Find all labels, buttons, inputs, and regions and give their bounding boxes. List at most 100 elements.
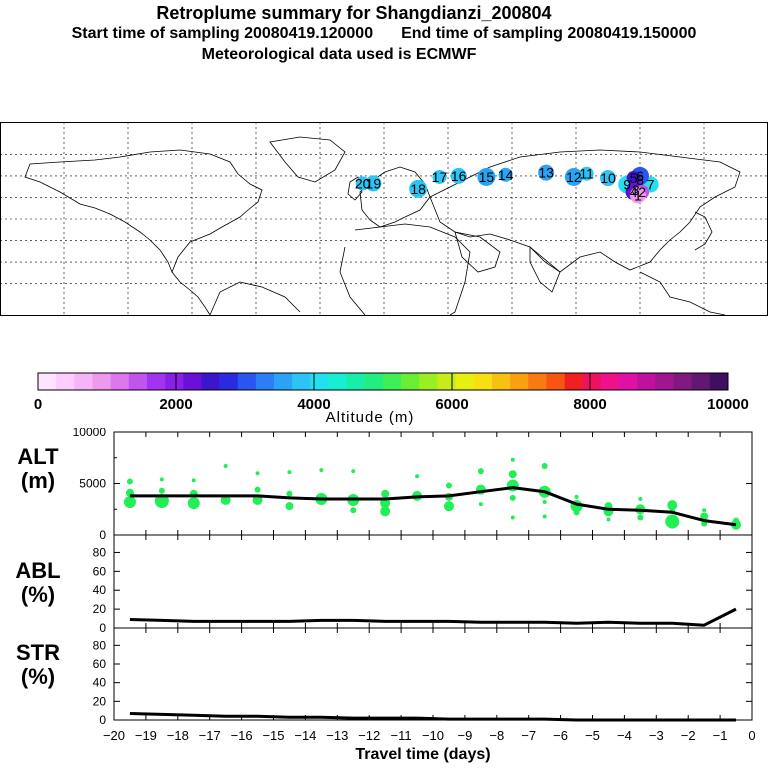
scatter-point [606, 517, 611, 522]
plume-circle-day-19 [365, 175, 382, 192]
scatter-point [254, 486, 261, 493]
plume-label-day-8: 8 [636, 172, 644, 188]
colorbar-cells [38, 373, 729, 390]
colorbar-cell [709, 373, 729, 390]
x-tick-label: −6 [553, 728, 568, 743]
colorbar-cell [292, 373, 311, 390]
scatter-point [573, 509, 580, 516]
y-tick-label: 5000 [79, 477, 106, 491]
x-tick-label: −5 [585, 728, 600, 743]
scatter-point [665, 514, 680, 529]
colorbar-cell [673, 373, 692, 390]
series-line-str [129, 712, 736, 722]
plume-label-day-1: 1 [634, 187, 642, 203]
scatter-point [158, 487, 165, 494]
coastlines [24, 136, 741, 316]
scatter-point [159, 477, 164, 482]
panel-ylabel-units: (m) [21, 468, 55, 493]
panel-ylabel-alt: ALT [17, 444, 59, 469]
x-tick-label: −14 [294, 728, 316, 743]
colorbar-cell [491, 373, 511, 390]
scatter-point [478, 502, 483, 507]
y-tick-label: 40 [93, 676, 107, 690]
coast-europe [359, 166, 431, 228]
scatter-point [350, 507, 357, 514]
plume-label-day-19: 19 [366, 175, 382, 191]
colorbar-cell [383, 373, 402, 390]
scatter-point [255, 471, 260, 476]
panel-frame [113, 534, 753, 629]
colorbar-cell [582, 373, 602, 390]
scatter-point [319, 468, 324, 473]
colorbar-frame [37, 372, 729, 391]
plume-circle-day-13 [538, 164, 555, 181]
colorbar-cell [110, 373, 130, 390]
scatter-point [700, 512, 709, 521]
coast-uk [347, 176, 363, 201]
x-tick-label: −10 [422, 728, 444, 743]
colorbar-cell [546, 373, 565, 390]
panel-ylabel-abl: ABL [15, 558, 60, 583]
altitude-colorbar: 0 2000 4000 6000 8000 10000 Altitude (m) [34, 372, 749, 426]
colorbar-cell [146, 373, 166, 390]
y-tick-label: 10000 [73, 428, 107, 439]
x-tick-label: −20 [103, 728, 125, 743]
colorbar-cell [56, 373, 75, 390]
colorbar-axis-label: Altitude (m) [326, 409, 415, 426]
y-tick-label: 20 [93, 602, 107, 616]
panel-ylabel-str: STR [16, 640, 60, 665]
plume-label-day-6: 6 [636, 168, 644, 184]
plume-label-day-12: 12 [566, 169, 582, 185]
scatter-point [220, 494, 231, 505]
coast-india [529, 246, 561, 293]
y-tick-label: 0 [99, 713, 106, 727]
y-tick-label: 0 [99, 621, 106, 635]
x-tick-label: −8 [489, 728, 504, 743]
y-tick-label: 0 [99, 528, 106, 542]
coast-africa [339, 223, 471, 316]
series-line-abl [129, 607, 737, 627]
x-tick-label: −7 [521, 728, 536, 743]
colorbar-cell [201, 373, 220, 390]
colorbar-tick-labels: 0 2000 4000 6000 8000 10000 [34, 396, 749, 413]
plume-label-day-13: 13 [538, 165, 554, 181]
colorbar-cell [564, 373, 584, 390]
time-series-panels: 0500010000ALT(m)020406080ABL(%)020406080… [15, 428, 755, 763]
series-line-alt [129, 486, 737, 527]
scatter-point [574, 494, 579, 499]
scatter-point [380, 506, 391, 517]
scatter-point [123, 496, 136, 509]
plume-label-day-7: 7 [647, 177, 655, 193]
scatter-point [187, 497, 200, 510]
panel-alt: 0 5000 10000 ALT(m) [17, 428, 753, 542]
scatter-point [506, 479, 519, 492]
colorbar-cell [637, 373, 656, 390]
colorbar-cell [92, 373, 111, 390]
colorbar-cell [183, 373, 202, 390]
scatter-point [443, 501, 454, 512]
x-tick-label: −15 [262, 728, 284, 743]
x-tick-label: −3 [649, 728, 664, 743]
colorbar-cell [419, 373, 438, 390]
coast-central-america [171, 271, 211, 316]
scatter-point [733, 517, 740, 524]
plume-label-day-16: 16 [451, 168, 467, 184]
scatter-point [126, 478, 133, 485]
x-tick-label: −2 [681, 728, 696, 743]
plume-circle-day-18 [409, 179, 428, 198]
x-tick-label: 0 [748, 728, 755, 743]
colorbar-cell [600, 373, 620, 390]
colorbar-cell [274, 373, 293, 390]
scatter-point [381, 489, 390, 498]
colorbar-tick-label: 10000 [707, 396, 749, 413]
plume-circle-day-12 [564, 167, 583, 186]
x-tick-label: −11 [391, 728, 412, 743]
plume-circle-day-10 [600, 170, 616, 187]
colorbar-cell [128, 373, 148, 390]
plume-track [355, 164, 659, 204]
scatter-point [287, 470, 292, 475]
scatter-point [702, 508, 707, 513]
panel-abl: 0 20 40 60 80 ABL(%) [15, 534, 753, 635]
x-tick-label: −1 [713, 728, 728, 743]
x-tick-label: −16 [231, 728, 253, 743]
